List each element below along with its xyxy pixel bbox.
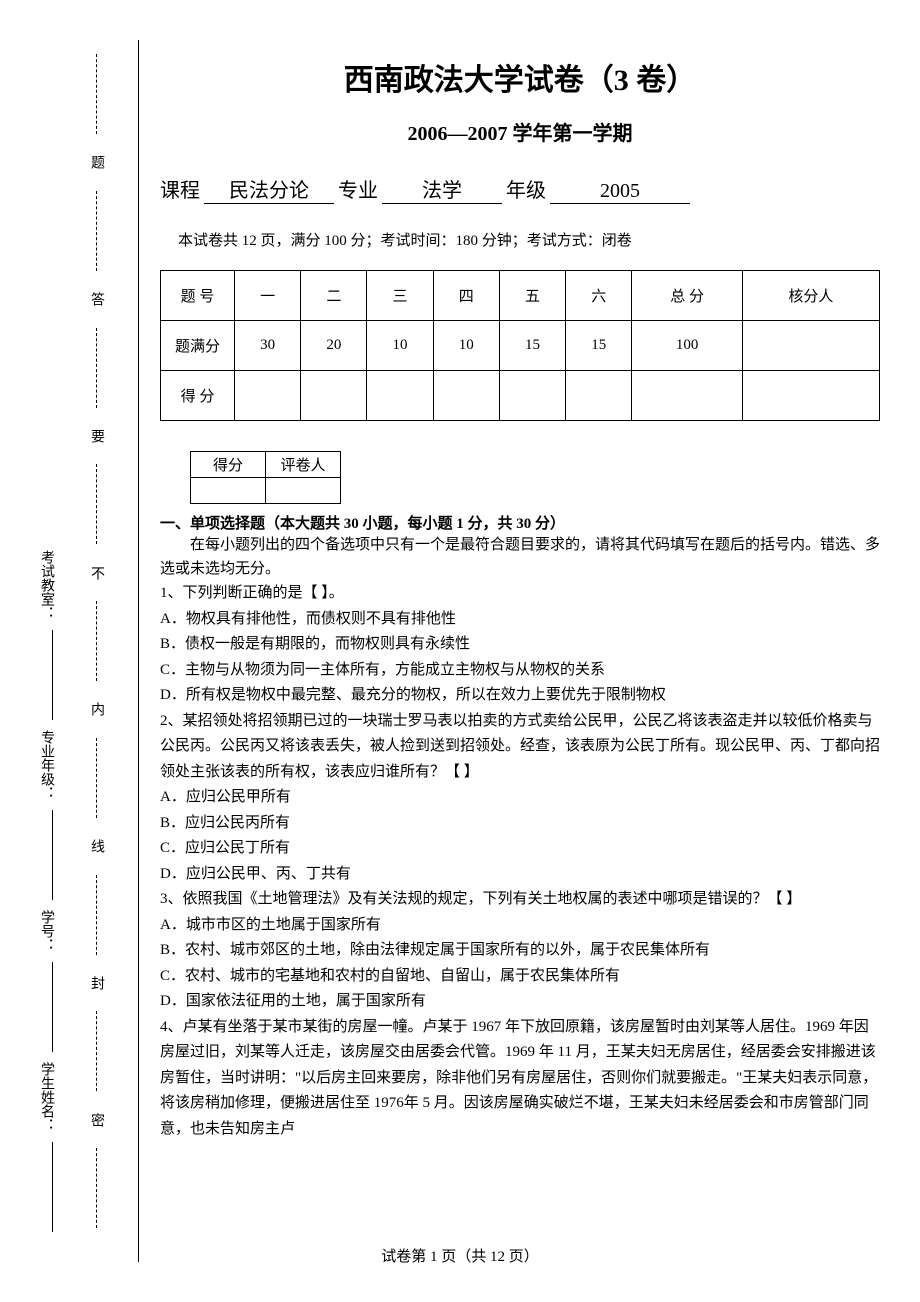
col-header: 二 — [301, 271, 367, 321]
side-id-label: 学号： — [36, 910, 56, 952]
cut-line — [138, 40, 139, 1262]
q1-opt-a: A．物权具有排他性，而债权则不具有排他性 — [160, 607, 880, 633]
grade-label: 年级 — [506, 174, 546, 203]
col-header: 一 — [235, 271, 301, 321]
seal-char: 不 — [86, 566, 106, 580]
q1-opt-d: D．所有权是物权中最完整、最充分的物权，所以在效力上要优先于限制物权 — [160, 683, 880, 709]
col-header: 总 分 — [632, 271, 743, 321]
score-cell: 15 — [566, 321, 632, 371]
score-cell — [632, 371, 743, 421]
q2-opt-b: B．应归公民丙所有 — [160, 811, 880, 837]
main-content: 西南政法大学试卷（3 卷） 2006—2007 学年第一学期 课程 民法分论 专… — [160, 55, 880, 1142]
small-h1: 得分 — [191, 452, 266, 478]
q2-stem: 2、某招领处将招领期已过的一块瑞士罗马表以拍卖的方式卖给公民甲，公民乙将该表盗走… — [160, 709, 880, 786]
side-labels-col1: 考试教室： 专业年级： 学号： 学生姓名： — [36, 50, 56, 1232]
table-row: 题 号 一 二 三 四 五 六 总 分 核分人 — [161, 271, 880, 321]
section1-title: 一、单项选择题（本大题共 30 小题，每小题 1 分，共 30 分） — [160, 512, 880, 533]
score-cell — [301, 371, 367, 421]
course-label: 课程 — [160, 174, 200, 203]
col-header: 五 — [499, 271, 565, 321]
seal-char: 答 — [86, 292, 106, 306]
seal-char: 题 — [86, 155, 106, 169]
question-4: 4、卢某有坐落于某市某街的房屋一幢。卢某于 1967 年下放回原籍，该房屋暂时由… — [160, 1015, 880, 1143]
q2-opt-c: C．应归公民丁所有 — [160, 836, 880, 862]
score-cell — [433, 371, 499, 421]
full-label: 题满分 — [161, 321, 235, 371]
q3-stem: 3、依照我国《土地管理法》及有关法规的规定，下列有关土地权属的表述中哪项是错误的… — [160, 887, 880, 913]
grade-value: 2005 — [550, 180, 690, 204]
small-h2: 评卷人 — [266, 452, 341, 478]
small-cell — [266, 478, 341, 504]
score-cell — [235, 371, 301, 421]
seal-char: 密 — [86, 1113, 106, 1127]
col-header: 三 — [367, 271, 433, 321]
question-2: 2、某招领处将招领期已过的一块瑞士罗马表以拍卖的方式卖给公民甲，公民乙将该表盗走… — [160, 709, 880, 888]
question-1: 1、下列判断正确的是【 】。 A．物权具有排他性，而债权则不具有排他性 B．债权… — [160, 581, 880, 709]
grader-table: 得分 评卷人 — [190, 451, 341, 504]
header-label: 题 号 — [161, 271, 235, 321]
q3-opt-b: B．农村、城市郊区的土地，除由法律规定属于国家所有的以外，属于农民集体所有 — [160, 938, 880, 964]
q2-opt-d: D．应归公民甲、丙、丁共有 — [160, 862, 880, 888]
small-cell — [191, 478, 266, 504]
seal-char: 线 — [86, 839, 106, 853]
col-header: 四 — [433, 271, 499, 321]
col-header: 核分人 — [742, 271, 879, 321]
score-cell: 15 — [499, 321, 565, 371]
section1-instruction: 在每小题列出的四个备选项中只有一个是最符合题目要求的，请将其代码填写在题后的括号… — [160, 533, 880, 581]
seal-char: 内 — [86, 702, 106, 716]
side-room-label: 考试教室： — [36, 550, 56, 620]
table-row: 得分 评卷人 — [191, 452, 341, 478]
seal-char: 要 — [86, 429, 106, 443]
seal-line-column: 题 答 要 不 内 线 封 密 — [86, 50, 106, 1232]
course-line: 课程 民法分论 专业 法学 年级 2005 — [160, 174, 880, 204]
major-value: 法学 — [382, 174, 502, 204]
q1-stem: 1、下列判断正确的是【 】。 — [160, 581, 880, 607]
q2-opt-a: A．应归公民甲所有 — [160, 785, 880, 811]
course-value: 民法分论 — [204, 174, 334, 204]
q3-opt-a: A．城市市区的土地属于国家所有 — [160, 913, 880, 939]
table-row: 得 分 — [161, 371, 880, 421]
side-name-label: 学生姓名： — [36, 1062, 56, 1132]
exam-info: 本试卷共 12 页，满分 100 分；考试时间：180 分钟；考试方式：闭卷 — [160, 229, 880, 250]
table-row: 题满分 30 20 10 10 15 15 100 — [161, 321, 880, 371]
q3-opt-c: C．农村、城市的宅基地和农村的自留地、自留山，属于农民集体所有 — [160, 964, 880, 990]
score-cell — [742, 321, 879, 371]
score-cell — [499, 371, 565, 421]
score-cell: 100 — [632, 321, 743, 371]
score-cell: 20 — [301, 321, 367, 371]
score-cell — [742, 371, 879, 421]
score-cell: 30 — [235, 321, 301, 371]
side-grade-label: 专业年级： — [36, 730, 56, 800]
score-table: 题 号 一 二 三 四 五 六 总 分 核分人 题满分 30 20 10 10 … — [160, 270, 880, 421]
question-3: 3、依照我国《土地管理法》及有关法规的规定，下列有关土地权属的表述中哪项是错误的… — [160, 887, 880, 1015]
q3-opt-d: D．国家依法征用的土地，属于国家所有 — [160, 989, 880, 1015]
q1-opt-c: C．主物与从物须为同一主体所有，方能成立主物权与从物权的关系 — [160, 658, 880, 684]
major-label: 专业 — [338, 174, 378, 203]
seal-char: 封 — [86, 976, 106, 990]
table-row — [191, 478, 341, 504]
col-header: 六 — [566, 271, 632, 321]
score-label: 得 分 — [161, 371, 235, 421]
exam-title: 西南政法大学试卷（3 卷） — [160, 55, 880, 99]
q1-opt-b: B．债权一般是有期限的，而物权则具有永续性 — [160, 632, 880, 658]
score-cell — [367, 371, 433, 421]
q4-stem: 4、卢某有坐落于某市某街的房屋一幢。卢某于 1967 年下放回原籍，该房屋暂时由… — [160, 1015, 880, 1143]
page-footer: 试卷第 1 页（共 12 页） — [0, 1245, 920, 1266]
score-cell: 10 — [367, 321, 433, 371]
score-cell — [566, 371, 632, 421]
exam-subtitle: 2006—2007 学年第一学期 — [160, 117, 880, 146]
score-cell: 10 — [433, 321, 499, 371]
